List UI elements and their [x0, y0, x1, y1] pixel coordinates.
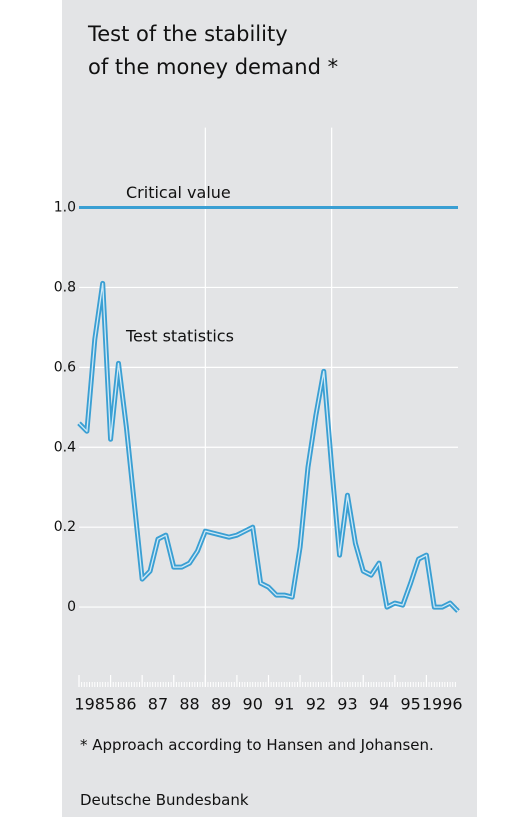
x-tick-label: 91 [274, 695, 294, 714]
x-tick-label: 88 [179, 695, 199, 714]
series-label: Test statistics [125, 327, 234, 346]
x-tick-label: 95 [400, 695, 420, 714]
x-tick-label: 1996 [422, 695, 463, 714]
critical-label: Critical value [126, 183, 231, 202]
x-tick-label: 94 [369, 695, 389, 714]
y-tick-label: 0.2 [54, 519, 76, 535]
x-tick-label: 87 [148, 695, 168, 714]
x-tick-label: 92 [306, 695, 326, 714]
x-tick-label: 93 [337, 695, 357, 714]
chart-title: of the money demand * [88, 55, 338, 79]
y-tick-label: 1.0 [54, 200, 76, 216]
x-tick-label: 90 [243, 695, 263, 714]
y-tick-label: 0 [67, 599, 76, 615]
x-tick-label: 86 [116, 695, 136, 714]
x-tick-label: 1985 [74, 695, 115, 714]
data-line-highlight [78, 282, 459, 612]
chart-title: Test of the stability [87, 22, 288, 46]
y-tick-label: 0.8 [54, 279, 76, 295]
y-tick-label: 0.6 [54, 359, 76, 375]
footnote: * Approach according to Hansen and Johan… [80, 736, 434, 754]
y-tick-label: 0.4 [54, 439, 76, 455]
panel [62, 0, 477, 817]
source: Deutsche Bundesbank [80, 791, 249, 809]
x-tick-label: 89 [211, 695, 231, 714]
